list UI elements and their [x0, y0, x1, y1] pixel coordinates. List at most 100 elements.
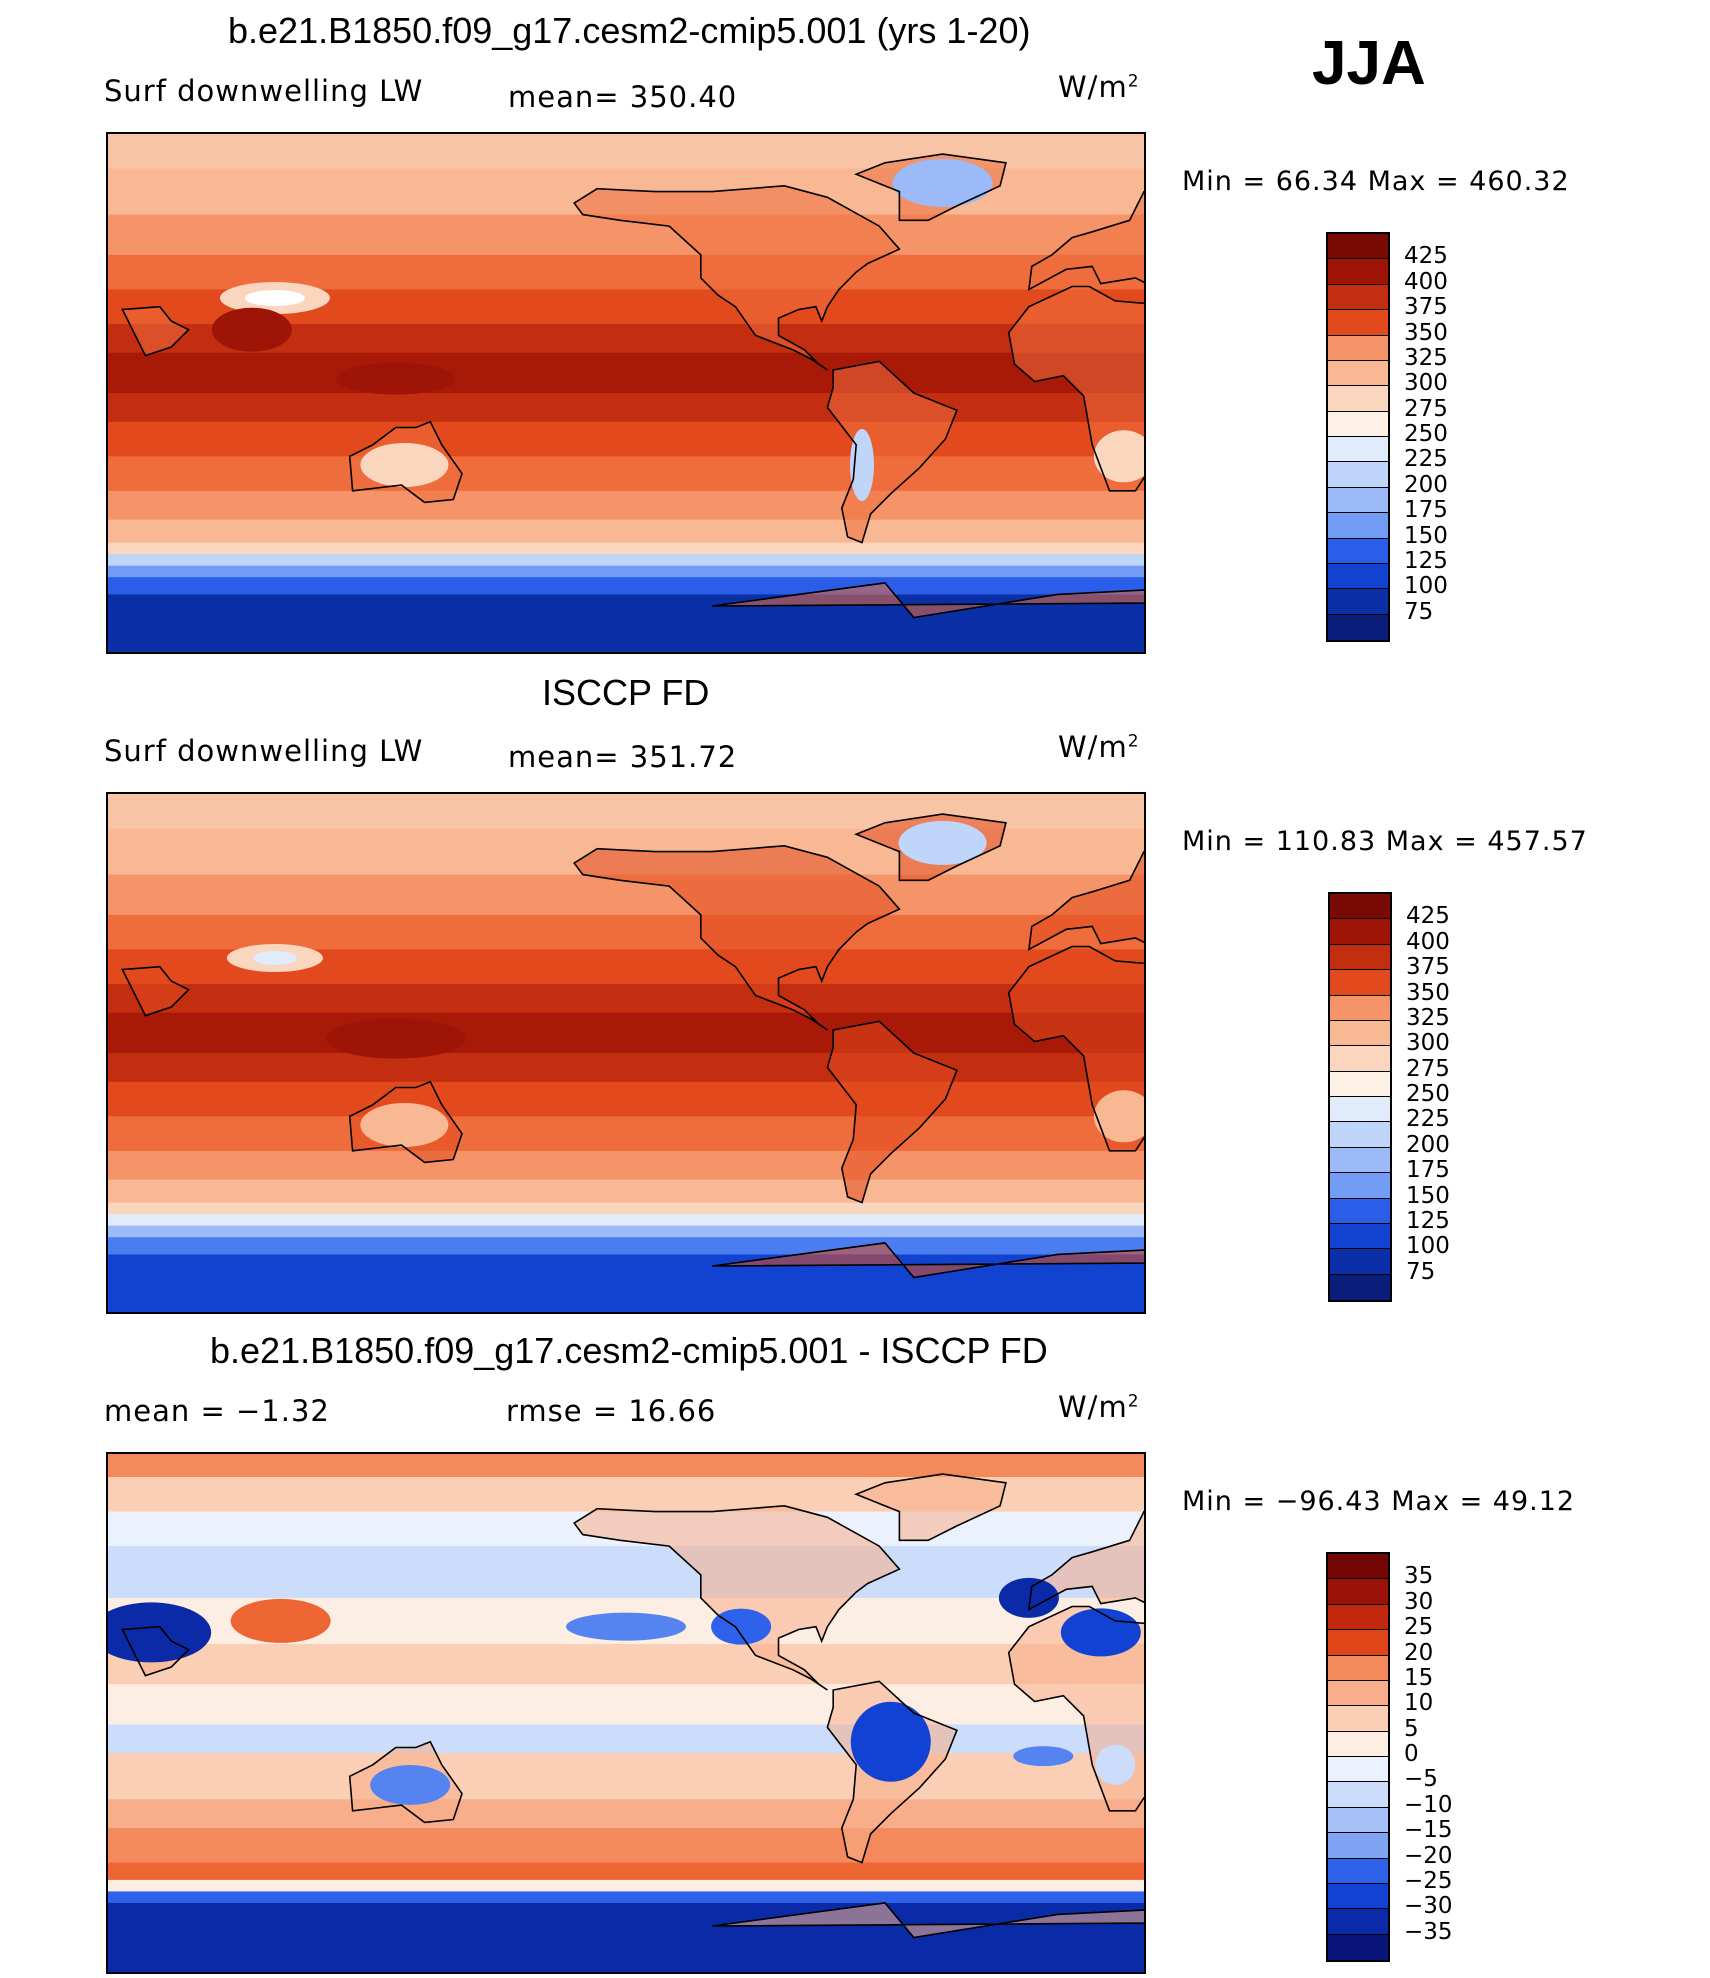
panel1-min-max: Min = 66.34 Max = 460.32 — [1182, 166, 1570, 197]
colorbar-tick-label: 375 — [1404, 294, 1448, 321]
panel2-units: W/m2 — [1058, 730, 1140, 764]
colorbar-swatch — [1330, 1173, 1390, 1199]
colorbar-swatch — [1328, 1858, 1388, 1884]
field-anomaly — [1013, 1746, 1074, 1767]
colorbar-tick-label: 30 — [1404, 1588, 1434, 1615]
colorbar-swatch — [1330, 944, 1390, 971]
land-fill — [827, 1021, 957, 1203]
colorbar-tick-label: 35 — [1404, 1563, 1434, 1590]
latitude-band — [108, 1724, 1144, 1755]
field-anomaly — [230, 1598, 331, 1643]
field-anomaly — [252, 951, 297, 966]
colorbar-tick-label: 300 — [1404, 370, 1448, 397]
field-anomaly — [370, 1764, 451, 1805]
coastline — [826, 1020, 958, 1204]
field-anomaly — [360, 442, 449, 487]
coastline — [348, 1740, 463, 1824]
colorbar-tick-label: 250 — [1404, 421, 1448, 447]
colorbar-swatch — [1328, 1934, 1388, 1960]
colorbar-swatch — [1328, 1807, 1388, 1834]
colorbar-tick-label: 175 — [1406, 1157, 1450, 1184]
field-anomaly — [335, 362, 456, 395]
colorbar-swatch — [1328, 1579, 1388, 1605]
field-anomaly — [711, 1608, 772, 1645]
colorbar-swatch — [1330, 1223, 1390, 1250]
latitude-band — [108, 1081, 1144, 1118]
colorbar-tick-label: 25 — [1404, 1614, 1434, 1641]
latitude-band — [108, 554, 1144, 567]
latitude-band — [108, 1254, 1144, 1312]
latitude-band — [108, 1546, 1144, 1599]
latitude-band — [108, 519, 1144, 544]
panel3-title: b.e21.B1850.f09_g17.cesm2-cmip5.001 - IS… — [210, 1330, 1048, 1371]
latitude-band — [108, 1891, 1144, 1904]
colorbar-tick-label: 0 — [1404, 1741, 1419, 1767]
colorbar-swatch — [1328, 386, 1388, 412]
land-fill — [122, 966, 189, 1016]
panel3-colorbar — [1326, 1552, 1390, 1962]
colorbar-tick-label: −15 — [1404, 1817, 1453, 1844]
colorbar-swatch — [1328, 234, 1388, 260]
land-fill — [712, 1902, 1144, 1938]
coastline — [573, 844, 901, 1031]
panel3-min-max: Min = −96.43 Max = 49.12 — [1182, 1486, 1576, 1517]
coastline — [121, 305, 190, 357]
colorbar-swatch — [1328, 1554, 1388, 1580]
coastline — [854, 813, 1007, 882]
latitude-band — [108, 490, 1144, 521]
panel3-rmse-label: rmse = 16.66 — [506, 1394, 717, 1428]
colorbar-swatch — [1330, 1071, 1390, 1097]
colorbar-swatch — [1328, 614, 1388, 640]
panel1-variable-label: Surf downwelling LW — [104, 74, 424, 108]
coastline — [1007, 1605, 1144, 1812]
coastline — [712, 582, 1144, 619]
latitude-band — [108, 1225, 1144, 1239]
latitude-band — [108, 1454, 1144, 1479]
coastline — [121, 965, 190, 1017]
colorbar-tick-label: −5 — [1404, 1766, 1438, 1793]
colorbar-tick-label: −30 — [1404, 1893, 1453, 1920]
panel2-map — [106, 792, 1146, 1314]
colorbar-tick-label: 100 — [1404, 573, 1448, 600]
map-field — [108, 134, 1144, 652]
field-anomaly — [1095, 1744, 1136, 1785]
field-anomaly — [898, 820, 987, 865]
latitude-band — [108, 577, 1144, 596]
latitude-band — [108, 1684, 1144, 1726]
latitude-band — [108, 1179, 1144, 1204]
colorbar-swatch — [1328, 1757, 1388, 1783]
colorbar-swatch — [1330, 1147, 1390, 1174]
colorbar-tick-label: 225 — [1406, 1106, 1450, 1133]
field-anomaly — [1060, 1608, 1141, 1657]
colorbar-tick-label: 125 — [1406, 1207, 1450, 1234]
colorbar-tick-label: 225 — [1404, 446, 1448, 473]
colorbar-tick-label: 75 — [1406, 1258, 1436, 1285]
colorbar-swatch — [1328, 284, 1388, 311]
panel2-min-max: Min = 110.83 Max = 457.57 — [1182, 826, 1588, 857]
coastline — [1007, 285, 1144, 492]
colorbar-tick-label: 20 — [1404, 1639, 1434, 1666]
field-anomaly — [211, 307, 292, 352]
map-field — [108, 1454, 1144, 1972]
colorbar-swatch — [1330, 1274, 1390, 1300]
coastline — [854, 1473, 1007, 1542]
panel3-map — [106, 1452, 1146, 1974]
colorbar-tick-label: 275 — [1404, 395, 1448, 422]
colorbar-tick-label: 100 — [1406, 1233, 1450, 1260]
panel2-mean-label: mean= 351.72 — [508, 740, 738, 774]
colorbar-swatch — [1328, 462, 1388, 488]
land-fill — [122, 306, 189, 356]
season-label: JJA — [1312, 29, 1426, 98]
colorbar-swatch — [1328, 1731, 1388, 1757]
colorbar-swatch — [1328, 538, 1388, 564]
latitude-band — [108, 456, 1144, 492]
coastline — [826, 1680, 958, 1864]
colorbar-swatch — [1330, 1249, 1390, 1275]
coastline — [573, 184, 901, 371]
colorbar-tick-label: 150 — [1406, 1182, 1450, 1209]
colorbar-tick-label: 5 — [1404, 1715, 1419, 1742]
colorbar-swatch — [1330, 894, 1390, 920]
colorbar-tick-label: −10 — [1404, 1791, 1453, 1818]
coastline — [348, 420, 463, 504]
field-anomaly — [1093, 1090, 1144, 1143]
